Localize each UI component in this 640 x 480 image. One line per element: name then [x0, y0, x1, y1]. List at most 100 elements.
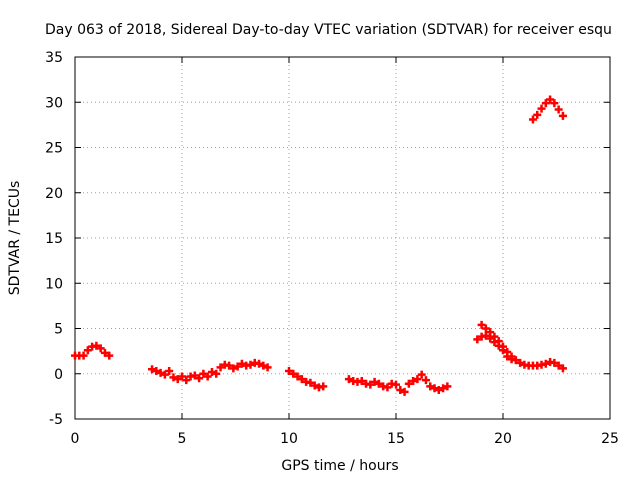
- grid-lines: [75, 57, 610, 419]
- data-point: [490, 332, 499, 341]
- data-point: [297, 375, 306, 384]
- x-tick-label: 15: [387, 431, 405, 447]
- data-point: [430, 384, 439, 393]
- axis-ticks: 0 5 10 15 20 25 -5 0 5 10 15 20 25 30 35: [45, 50, 619, 447]
- data-point: [400, 387, 409, 396]
- y-tick-label: 15: [45, 231, 63, 247]
- y-tick-label: -5: [49, 412, 63, 428]
- data-point: [537, 104, 546, 113]
- data-point: [554, 105, 563, 114]
- data-point: [207, 367, 216, 376]
- data-point: [473, 335, 482, 344]
- data-point: [233, 362, 242, 371]
- x-tick-label: 25: [601, 431, 619, 447]
- data-point: [160, 370, 169, 379]
- data-point: [169, 373, 178, 382]
- data-point: [165, 367, 174, 376]
- data-point: [212, 369, 221, 378]
- data-point: [263, 363, 272, 372]
- data-point: [259, 361, 268, 370]
- x-tick-label: 0: [71, 431, 80, 447]
- data-point: [404, 379, 413, 388]
- data-point: [152, 367, 161, 376]
- data-point: [310, 381, 319, 390]
- data-point: [178, 372, 186, 381]
- data-point: [550, 99, 559, 108]
- data-point: [374, 379, 383, 388]
- data-point: [550, 358, 559, 367]
- data-point: [421, 376, 430, 385]
- data-point: [195, 374, 204, 383]
- data-point: [558, 364, 567, 373]
- data-point: [255, 359, 264, 368]
- data-point: [541, 359, 550, 368]
- data-point: [203, 372, 212, 381]
- data-point: [477, 320, 486, 329]
- data-point: [285, 367, 293, 376]
- data-point: [199, 369, 208, 378]
- data-point: [409, 376, 418, 385]
- data-point: [558, 111, 567, 120]
- data-point: [246, 360, 255, 369]
- data-point: [225, 361, 234, 370]
- data-point: [173, 375, 182, 384]
- data-point: [105, 351, 114, 360]
- data-point: [426, 382, 435, 391]
- data-point: [83, 346, 92, 355]
- data-point: [434, 386, 443, 395]
- data-point: [392, 380, 400, 389]
- y-tick-label: 35: [45, 50, 63, 66]
- data-point: [413, 375, 422, 384]
- y-tick-label: 30: [45, 95, 63, 111]
- data-point: [306, 378, 315, 387]
- data-point: [486, 328, 495, 337]
- data-point: [528, 115, 537, 124]
- data-point: [439, 384, 448, 393]
- y-tick-label: 5: [54, 322, 63, 338]
- data-point: [293, 372, 302, 381]
- data-point: [481, 324, 490, 333]
- data-point: [357, 376, 366, 385]
- data-point: [554, 361, 563, 370]
- data-point: [319, 382, 328, 391]
- chart-title: Day 063 of 2018, Sidereal Day-to-day VTE…: [45, 22, 612, 38]
- data-point: [344, 375, 353, 384]
- data-point: [100, 348, 109, 357]
- data-point: [383, 383, 392, 392]
- x-tick-label: 10: [280, 431, 298, 447]
- data-point: [499, 342, 507, 351]
- data-point: [79, 351, 88, 360]
- data-point: [96, 344, 105, 353]
- data-points: [71, 95, 567, 396]
- y-tick-label: 10: [45, 276, 63, 292]
- data-point: [229, 364, 238, 373]
- data-point: [237, 359, 246, 368]
- data-point: [156, 368, 165, 377]
- data-point: [289, 369, 298, 378]
- data-point: [216, 363, 225, 372]
- y-tick-label: 20: [45, 186, 63, 202]
- data-point: [494, 337, 503, 346]
- data-point: [370, 377, 379, 386]
- data-point: [190, 371, 199, 380]
- data-point: [503, 348, 512, 357]
- y-tick-label: 0: [54, 367, 63, 383]
- data-point: [511, 356, 520, 365]
- data-point: [516, 358, 525, 367]
- data-point: [541, 99, 550, 108]
- y-axis-label: SDTVAR / TECUs: [7, 181, 23, 296]
- y-tick-label: 25: [45, 141, 63, 157]
- data-point: [507, 352, 516, 361]
- data-point: [396, 386, 405, 395]
- data-point: [443, 382, 452, 391]
- data-point: [417, 370, 426, 379]
- x-tick-label: 20: [494, 431, 512, 447]
- data-point: [546, 95, 555, 104]
- x-axis-label: GPS time / hours: [281, 458, 398, 474]
- data-point: [148, 365, 157, 374]
- data-point: [366, 380, 375, 389]
- data-point: [182, 376, 191, 385]
- x-tick-label: 5: [178, 431, 187, 447]
- data-point: [533, 110, 542, 119]
